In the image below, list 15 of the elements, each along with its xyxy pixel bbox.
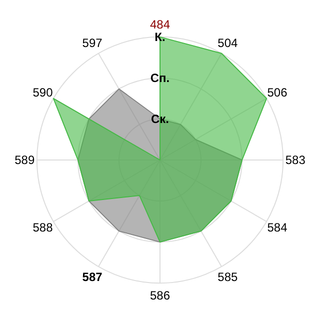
spoke-label: 585 (218, 270, 238, 284)
spoke-label: 584 (267, 220, 288, 235)
spoke-label: 587 (82, 270, 103, 284)
spoke-label: 506 (267, 85, 288, 100)
y-tick-label: Ск. (150, 112, 170, 126)
spoke-label: 597 (82, 36, 103, 50)
y-tick-label: Сп. (150, 70, 170, 85)
spoke-label: 589 (14, 153, 35, 167)
spoke-label: 586 (150, 288, 170, 302)
spoke-label: 583 (285, 153, 306, 167)
spoke-label: 588 (32, 220, 54, 235)
spoke-label: 590 (32, 85, 54, 100)
spoke-label: 504 (218, 36, 238, 50)
y-tick-label: К. (154, 30, 166, 44)
spoke-label: 484 (150, 18, 170, 32)
